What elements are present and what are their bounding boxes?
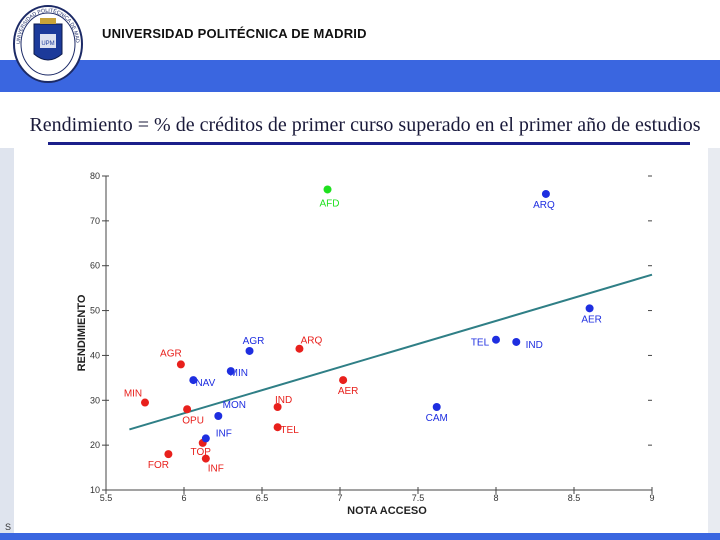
point-blue-agr: [245, 346, 254, 355]
y-tick-label: 40: [90, 350, 100, 360]
trendline: [129, 273, 653, 431]
point-label-blue-aer: AER: [581, 314, 602, 325]
point-red-ind: [273, 403, 282, 412]
chart-background: [14, 148, 708, 528]
point-label-blue-cam: CAM: [426, 413, 448, 424]
point-blue-ind: [512, 337, 521, 346]
x-tick-label: 7.5: [412, 493, 425, 503]
point-label-red-agr: AGR: [160, 348, 182, 359]
x-tick-label: 5.5: [100, 493, 113, 503]
institution-title: UNIVERSIDAD POLITÉCNICA DE MADRID: [102, 26, 367, 41]
point-label-red-ind: IND: [275, 395, 292, 406]
point-red-agr: [176, 360, 185, 369]
point-red-inf: [201, 454, 210, 463]
x-axis-label: NOTA ACCESO: [347, 505, 427, 517]
x-tick-label: 8.5: [568, 493, 581, 503]
x-tick-label: 7: [337, 493, 342, 503]
footer-text: S: [5, 522, 12, 532]
y-tick-label: 30: [90, 395, 100, 405]
point-blue-inf: [201, 434, 210, 443]
point-blue-aer: [585, 304, 594, 313]
point-label-blue-inf: INF: [216, 428, 232, 439]
point-label-red-tel: TEL: [280, 425, 299, 436]
point-red-arq: [295, 344, 304, 353]
y-tick-label: 20: [90, 440, 100, 450]
point-blue-arq: [541, 189, 550, 198]
data-points-group: AGR MIN OPU TOP FOR INF ARQ AER IND TEL AGR MIN NAV M…: [124, 185, 602, 475]
university-seal: UPM UNIVERSIDAD POLITÉCNICA DE MADRID: [12, 4, 83, 83]
y-tick-label: 80: [90, 171, 100, 181]
point-label-green-afd: AFD: [320, 198, 340, 209]
y-tick-label: 50: [90, 306, 100, 316]
x-tick-label: 6: [181, 493, 186, 503]
header-bar: [0, 0, 720, 60]
page-title: Rendimiento = % de créditos de primer cu…: [29, 114, 701, 136]
point-label-red-opu: OPU: [182, 415, 204, 426]
point-label-blue-nav: NAV: [195, 378, 215, 389]
right-margin-strip: [708, 148, 720, 540]
point-blue-tel: [492, 335, 500, 344]
title-underline: [48, 142, 690, 145]
x-tick-label: 6.5: [256, 493, 269, 503]
point-green-afd: [323, 185, 332, 194]
point-label-blue-mon: MON: [223, 400, 246, 411]
point-red-tel: [273, 423, 282, 432]
footer-band: [0, 533, 720, 540]
point-blue-cam: [432, 403, 441, 412]
point-label-red-for: FOR: [148, 460, 169, 471]
point-red-opu: [183, 405, 192, 414]
point-label-red-inf: INF: [208, 464, 224, 475]
seal-center-text: UPM: [41, 41, 54, 47]
point-red-for: [164, 450, 173, 459]
point-label-blue-ind: IND: [526, 340, 543, 351]
y-axis-label: RENDIMIENTO: [76, 294, 88, 371]
y-tick-label: 10: [90, 485, 100, 495]
trendline-group: [129, 273, 653, 431]
y-tick-label: 60: [90, 261, 100, 271]
y-tick-label: 70: [90, 216, 100, 226]
x-tick-label: 9: [649, 493, 654, 503]
point-label-red-aer: AER: [338, 386, 359, 397]
x-tick-label: 8: [493, 493, 498, 503]
point-blue-min: [226, 367, 235, 376]
point-label-blue-agr: AGR: [243, 336, 265, 347]
point-label-red-min: MIN: [124, 389, 142, 400]
scatter-chart: 10 20 30 40 50 60 70 80 5.5 6 6.5 7 7.5 8 8.5 9 AGR MIN O…: [14, 148, 708, 528]
left-margin-strip: [0, 148, 14, 540]
point-blue-nav: [189, 376, 198, 385]
point-label-blue-min: MIN: [230, 368, 248, 379]
header-band: [0, 60, 720, 92]
point-blue-mon: [214, 411, 223, 420]
point-red-aer: [339, 376, 348, 385]
chart-axes: 10 20 30 40 50 60 70 80 5.5 6 6.5 7 7.5 8 8.5 9: [90, 171, 655, 503]
point-label-red-arq: ARQ: [301, 336, 323, 347]
point-label-blue-arq: ARQ: [533, 200, 555, 211]
point-label-blue-tel: TEL: [471, 338, 490, 349]
point-red-min: [141, 398, 149, 407]
point-label-red-top: TOP: [191, 447, 212, 458]
